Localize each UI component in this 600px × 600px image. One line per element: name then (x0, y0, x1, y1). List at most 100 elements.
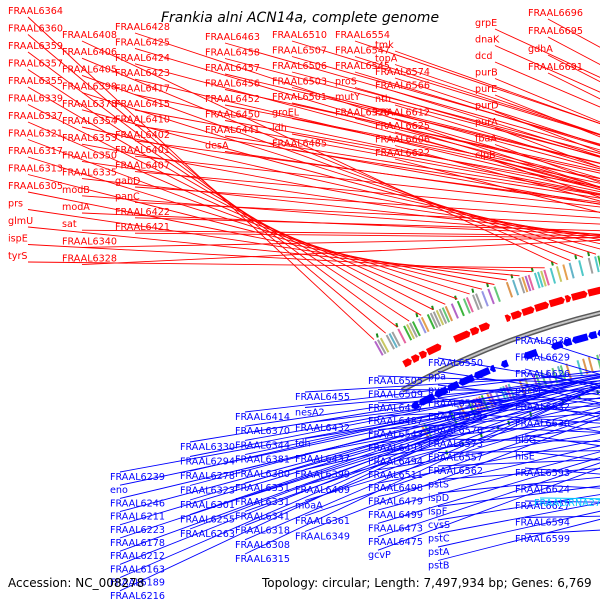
forward-cog-bar (441, 307, 451, 323)
forward-gene-label: FRAAL6355 (8, 76, 63, 87)
reverse-gene-arrow (588, 330, 598, 340)
forward-gene-label: nth (375, 94, 391, 105)
forward-gene-label: FRAAL6406 (62, 47, 117, 58)
forward-gene-label: sat (62, 219, 77, 230)
forward-cog-bar (505, 281, 514, 298)
reverse-leader-line (437, 425, 600, 433)
forward-cog-bar (438, 308, 448, 324)
reverse-cog-bar (559, 365, 567, 381)
forward-leader-line (224, 120, 600, 188)
reverse-gene-label: FRAAL6212 (110, 551, 165, 562)
reverse-leader-line (304, 380, 600, 408)
reverse-cog-bar (596, 354, 600, 370)
forward-cog-bar (456, 300, 465, 317)
forward-cog-bar (391, 331, 401, 347)
reverse-leader-line (437, 518, 600, 561)
reverse-gene-arrow (474, 367, 491, 380)
forward-gene-label: desA (205, 141, 229, 152)
forward-gene-label: FRAAL6456 (205, 79, 260, 90)
forward-gene-label: FRAAL6317 (8, 146, 63, 157)
forward-cog-bar (533, 272, 541, 289)
reverse-leader-line (119, 432, 454, 579)
forward-gene-label: FRAAL6360 (8, 24, 63, 35)
forward-leader-line (134, 201, 600, 225)
forward-gene-arrow (425, 343, 442, 356)
forward-leader-line (134, 171, 600, 213)
reverse-leader-line (189, 386, 568, 515)
forward-leader-line (134, 217, 600, 232)
reverse-leader-line (304, 406, 600, 486)
forward-cog-bar (420, 316, 430, 333)
reverse-gene-label: FRAAL6414 (235, 412, 290, 423)
reverse-leader-line (377, 432, 600, 471)
forward-cog-bar (426, 314, 436, 330)
forward-gene-label: FRAAL6364 (8, 6, 63, 17)
forward-cog-bar (379, 337, 390, 353)
forward-cog-bar (578, 260, 585, 277)
forward-leader-line (354, 118, 600, 182)
reverse-gene-label: gcvP (368, 550, 391, 561)
reverse-gene-label: FRAAL6216 (110, 591, 165, 600)
forward-leader-line (224, 151, 600, 205)
forward-cog-bar (432, 311, 442, 327)
reverse-gene-label: cysS (428, 520, 450, 531)
reverse-gene-label: FRAAL6494 (368, 456, 423, 467)
forward-gene-label: FRAAL6313 (8, 164, 63, 175)
reverse-leader-line (244, 385, 600, 555)
forward-gene-label: FRAAL6357 (8, 59, 63, 70)
reverse-leader-line (437, 476, 600, 494)
reverse-leader-line (377, 451, 600, 511)
forward-leader-line (81, 212, 600, 236)
reverse-gene-label: FRAAL6318 (235, 526, 290, 537)
forward-cog-bar (594, 256, 600, 273)
forward-leader-line (224, 135, 600, 196)
forward-leader-line (394, 131, 600, 191)
forward-leader-line (291, 56, 600, 145)
reverse-leader-line (244, 374, 600, 427)
forward-gene-label: FRAAL6425 (115, 37, 170, 48)
forward-gene-label: dcd (475, 51, 492, 62)
forward-gene-label: modB (62, 185, 90, 196)
forward-cog-bar (487, 288, 495, 305)
forward-gene-label: FRAAL6428 (115, 22, 170, 33)
forward-gene-label: FRAAL6458 (205, 48, 260, 59)
forward-gene-label: FRAAL6422 (115, 207, 170, 218)
forward-gene-label: FRAAL6401 (115, 145, 170, 156)
forward-gene-label: FRAAL6398 (62, 82, 117, 93)
forward-gene-label: purB (475, 68, 498, 79)
forward-leader-line (354, 87, 600, 158)
forward-leader-line (134, 32, 600, 188)
reverse-gene-label: ispF (428, 507, 447, 518)
reverse-leader-line (437, 371, 600, 396)
reverse-gene-label: FRAAL6505 (368, 376, 423, 387)
forward-gene-label: FRAAL6463 (205, 32, 260, 43)
forward-leader-line (394, 104, 600, 168)
forward-gene-arrow (469, 326, 480, 336)
reverse-gene-label: hisE (515, 452, 535, 463)
reverse-gene-label: FRAAL6599 (515, 534, 570, 545)
reverse-leader-line (119, 421, 476, 552)
reverse-gene-label: FRAAL6381 (235, 455, 290, 466)
reverse-gene-label: FRAAL6315 (235, 554, 290, 565)
forward-cog-bar (374, 340, 384, 356)
forward-gene-arrow (548, 296, 565, 308)
forward-gene-arrow (564, 294, 572, 303)
forward-cog-bar (555, 266, 563, 283)
feature-marker (415, 312, 419, 318)
forward-cog-bar (388, 333, 398, 349)
forward-gene-label: grpE (475, 18, 497, 29)
forward-gene-label: FRAAL6441 (205, 125, 260, 136)
forward-gene-label: FRAAL6328 (62, 254, 117, 265)
forward-cog-bar (397, 328, 407, 344)
forward-gene-label: FRAAL6691 (528, 62, 583, 73)
reverse-gene-label: FRAAL6239 (110, 472, 165, 483)
forward-leader-line (27, 121, 446, 305)
reverse-gene-arrow (501, 359, 509, 368)
forward-leader-line (394, 50, 600, 125)
reverse-gene-label: FRAAL6557 (428, 453, 483, 464)
forward-leader-line (134, 124, 600, 199)
reverse-gene-label: pstA (428, 547, 450, 558)
rna-gene-label: FRAALtRNA27 (534, 498, 600, 509)
